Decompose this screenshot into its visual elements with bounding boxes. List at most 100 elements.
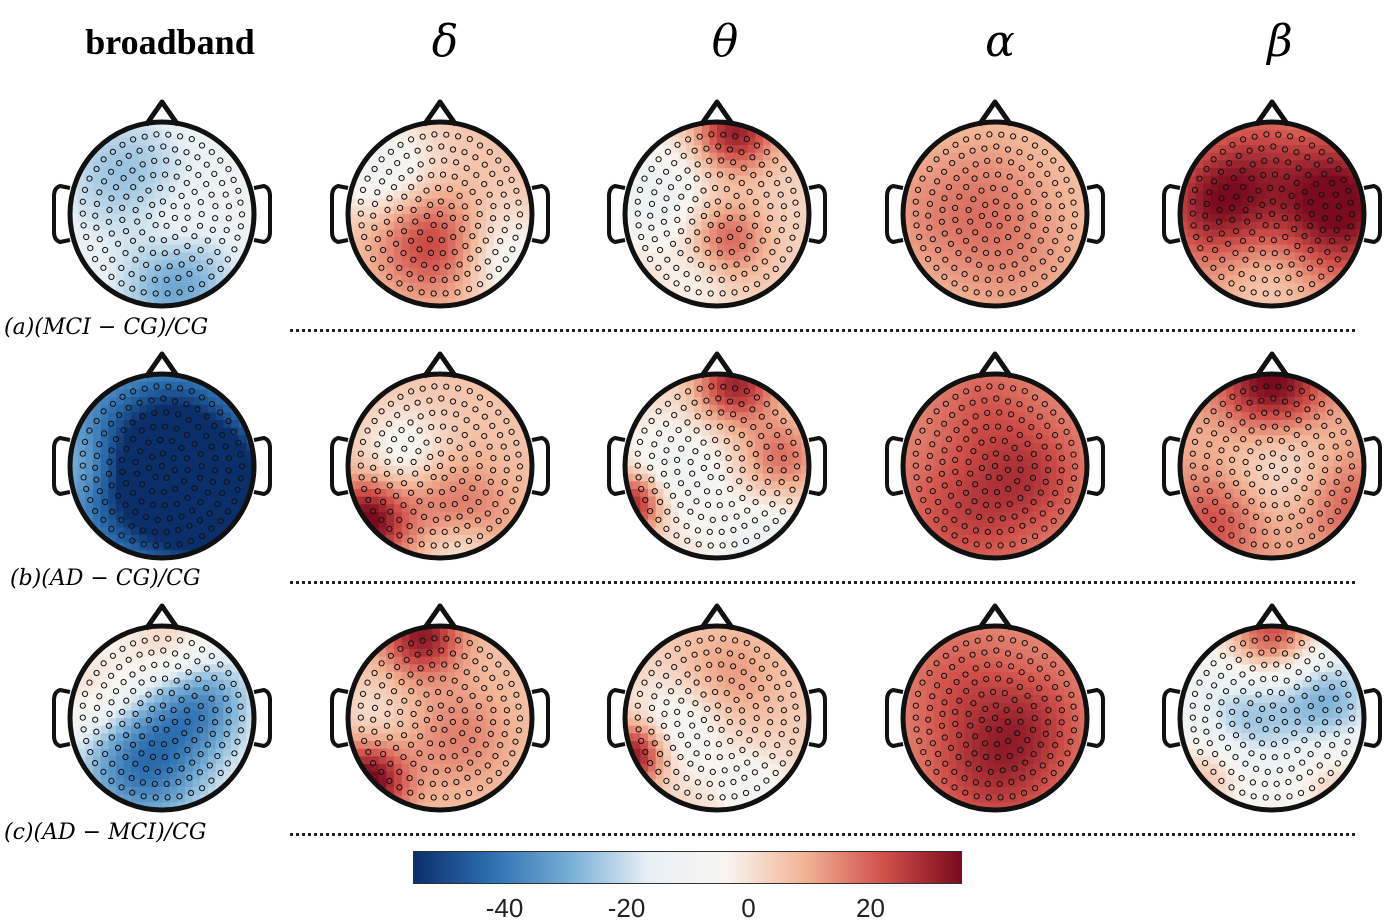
topomap-cell: [246, 260, 254, 269]
electrode-marker: [673, 264, 680, 271]
topomap-cell: [192, 542, 201, 551]
electrode-marker: [108, 482, 115, 489]
topomap-cell: [348, 450, 357, 459]
electrode-marker: [435, 436, 442, 444]
topomap-cell: [1333, 229, 1342, 238]
electrode-marker: [151, 528, 158, 535]
topomap-cell: [85, 229, 94, 238]
topomap-cell: [470, 237, 479, 246]
electrode-marker: [671, 160, 678, 167]
electrode-marker: [92, 256, 99, 263]
topomap-cell: [394, 397, 403, 406]
topomap-cell: [486, 267, 495, 276]
topomap-cell: [123, 252, 132, 261]
electrode-marker: [203, 413, 210, 420]
topomap-cell: [778, 206, 787, 215]
electrode-marker: [448, 455, 455, 462]
topomap-cell: [1341, 206, 1350, 215]
topomap-cell: [223, 542, 232, 551]
topomap-cell: [1302, 252, 1311, 261]
topomap-cell: [625, 283, 634, 292]
topomap-cell: [1079, 137, 1087, 146]
topomap-cell: [146, 298, 155, 306]
electrode-marker: [467, 255, 474, 262]
electrode-marker: [448, 203, 455, 210]
topomap-cell: [200, 267, 209, 276]
topomap-cell: [686, 229, 695, 238]
topomap-cell: [956, 237, 965, 246]
topomap-cell: [355, 221, 364, 230]
electrode-marker: [149, 201, 156, 209]
electrode-marker: [430, 474, 437, 481]
topomap-cell: [231, 374, 240, 383]
topomap-cell: [686, 145, 695, 154]
topomap-cell: [1041, 122, 1050, 131]
ear-marker-left: [52, 183, 71, 245]
topomap-cell: [100, 450, 109, 459]
topomap-cell: [154, 412, 163, 421]
electrode-marker: [384, 206, 391, 214]
electrode-marker: [225, 455, 232, 462]
electrode-marker: [705, 172, 712, 179]
topomap-cell: [348, 298, 357, 306]
electrode-marker: [490, 203, 497, 210]
topomap-cell: [509, 214, 518, 223]
topomap-cell: [455, 389, 464, 398]
electrode-marker: [237, 223, 244, 230]
topomap-cell: [1071, 145, 1080, 154]
topomap-cell: [770, 244, 779, 253]
topomap-cell: [501, 512, 510, 521]
electrode-marker: [647, 256, 654, 263]
topomap-cell: [424, 275, 433, 284]
topomap-cell: [154, 404, 163, 413]
topomap-cell: [455, 137, 464, 146]
topomap-cell: [77, 283, 86, 292]
topomap-cell: [215, 290, 224, 299]
topomap-cell: [663, 191, 672, 200]
topomap-cell: [169, 512, 178, 521]
topomap-cell: [401, 458, 410, 467]
topomap-cell: [1010, 283, 1019, 292]
topomap-cell: [740, 160, 749, 169]
electrode-marker: [171, 146, 179, 153]
topomap-cell: [386, 152, 395, 161]
topomap-cell: [493, 450, 502, 459]
topomap-cell: [1048, 290, 1057, 299]
topomap-cell: [1203, 237, 1212, 246]
electrode-marker: [446, 186, 453, 193]
topomap-cell: [208, 152, 217, 161]
topomap-cell: [1071, 206, 1080, 215]
topomap-cell: [378, 443, 387, 452]
electrode-marker: [158, 210, 166, 218]
topomap-cell: [1302, 183, 1311, 192]
electrode-marker: [415, 448, 422, 455]
electrode-marker: [1036, 161, 1043, 168]
electrode-marker: [464, 270, 471, 277]
topomap-cell: [686, 152, 695, 161]
topomap-cell: [694, 214, 703, 223]
topomap-cell: [355, 489, 364, 498]
topomap-cell: [378, 183, 387, 192]
topomap-cell: [1279, 244, 1288, 253]
topomap-cell: [1226, 206, 1235, 215]
topomap-cell: [223, 481, 232, 490]
topomap-cell: [949, 237, 958, 246]
topomap-cell: [85, 512, 94, 521]
electrode-marker: [1286, 289, 1293, 296]
topomap-cell: [177, 206, 186, 215]
topomap-cell: [455, 237, 464, 246]
topomap-cell: [200, 214, 209, 223]
topomap-cell: [1064, 260, 1073, 269]
topomap-cell: [1033, 267, 1042, 276]
topomap-cell: [694, 252, 703, 261]
topomap-cell: [424, 489, 433, 498]
topomap-cell: [724, 244, 733, 253]
electrode-marker: [1210, 156, 1217, 163]
topomap-cell: [1287, 221, 1296, 230]
topomap-cell: [1071, 129, 1080, 138]
electrode-marker: [198, 463, 205, 470]
topomap-cell: [162, 450, 171, 459]
topomap-cell: [192, 389, 201, 398]
topomap-cell: [447, 542, 456, 551]
topomap-cell: [386, 535, 395, 544]
